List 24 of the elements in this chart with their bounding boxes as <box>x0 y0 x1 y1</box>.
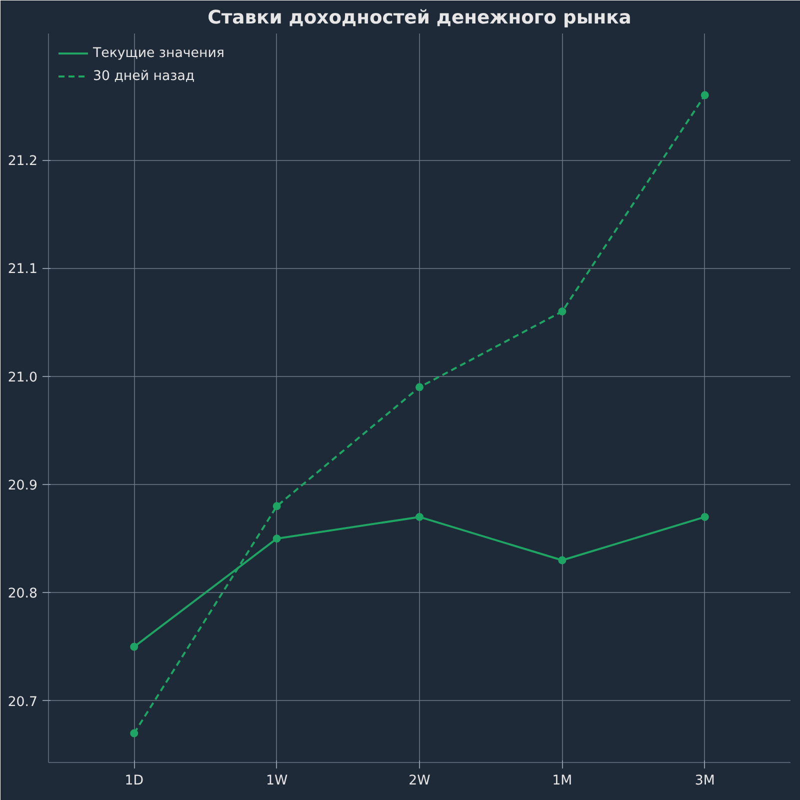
x-tick-label: 1M <box>552 774 572 788</box>
y-tick-label: 21.2 <box>8 154 38 170</box>
point <box>700 91 709 100</box>
y-tick-label: 21.0 <box>8 370 38 386</box>
x-tick-label: 3M <box>694 774 715 788</box>
y-tick-label: 20.7 <box>8 694 38 710</box>
chart-title: Ставки доходностей денежного рынка <box>208 8 632 28</box>
legend-label: 30 дней назад <box>93 68 195 84</box>
x-tick-label: 1D <box>124 774 144 788</box>
x-tick-label: 2W <box>408 774 430 788</box>
point <box>272 502 281 510</box>
point <box>416 383 424 392</box>
point <box>130 642 138 651</box>
point <box>416 512 424 521</box>
legend-label: Текущие значения <box>93 46 224 60</box>
point <box>130 729 138 738</box>
point <box>272 534 281 543</box>
point <box>558 556 566 564</box>
y-tick-label: 21.1 <box>8 262 38 278</box>
x-tick-label: 1W <box>266 774 288 788</box>
y-tick-label: 20.8 <box>8 586 38 602</box>
point <box>558 307 566 316</box>
y-tick-label: 20.9 <box>8 478 38 494</box>
point <box>700 512 709 521</box>
